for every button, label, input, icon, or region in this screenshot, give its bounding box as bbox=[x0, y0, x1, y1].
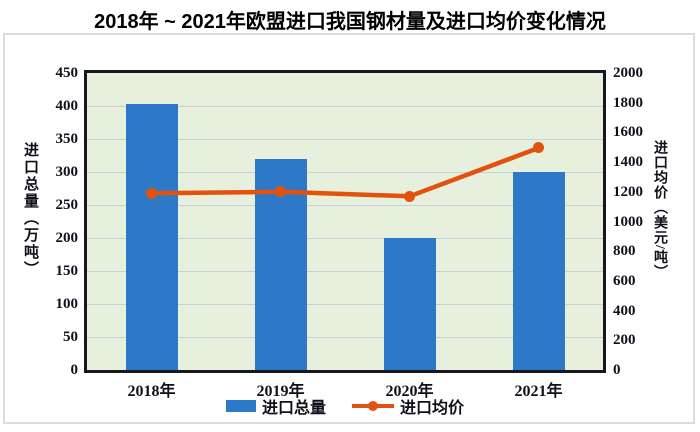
bar-2018年 bbox=[125, 104, 178, 370]
line-dot-icon bbox=[352, 400, 394, 412]
y-tick-left-300: 300 bbox=[55, 164, 79, 180]
legend-label-line: 进口均价 bbox=[400, 400, 465, 417]
gridline-150 bbox=[87, 271, 603, 272]
y-tick-right-0: 0 bbox=[613, 362, 621, 378]
x-tick-2018年: 2018年 bbox=[127, 383, 176, 400]
y-tick-left-50: 50 bbox=[63, 329, 78, 345]
y-tick-right-1800: 1800 bbox=[613, 94, 643, 111]
y-tick-right-600: 600 bbox=[613, 272, 636, 289]
y-tick-left-250: 250 bbox=[55, 197, 79, 213]
y-tick-right-800: 800 bbox=[613, 243, 636, 260]
y-tick-right-400: 400 bbox=[613, 302, 636, 319]
y-tick-left-200: 200 bbox=[55, 230, 79, 246]
bar-swatch-icon bbox=[225, 400, 256, 412]
y-tick-left-100: 100 bbox=[55, 296, 79, 312]
legend-item-line: 进口均价 bbox=[352, 394, 464, 418]
gridline-100 bbox=[87, 304, 603, 305]
bar-2020年 bbox=[383, 238, 436, 370]
y-tick-left-150: 150 bbox=[55, 263, 79, 279]
y-tick-left-450: 450 bbox=[55, 65, 79, 81]
line-point-2019年 bbox=[275, 186, 286, 198]
y-tick-left-0: 0 bbox=[70, 362, 79, 378]
x-tick-2020年: 2020年 bbox=[385, 383, 434, 400]
gridline-200 bbox=[87, 238, 603, 239]
gridline-350 bbox=[87, 139, 603, 140]
legend: 进口总量 进口均价 bbox=[87, 394, 603, 418]
legend-item-bar: 进口总量 bbox=[225, 394, 326, 418]
chart-title: 2018年 ~ 2021年欧盟进口我国钢材量及进口均价变化情况 bbox=[94, 11, 606, 33]
gridline-400 bbox=[87, 106, 603, 107]
legend-label-bar: 进口总量 bbox=[261, 400, 326, 417]
bar-2021年 bbox=[512, 172, 565, 370]
line-point-icon bbox=[368, 401, 378, 411]
y-tick-left-350: 350 bbox=[55, 131, 79, 147]
y-tick-right-2000: 2000 bbox=[613, 65, 643, 81]
x-tick-2021年: 2021年 bbox=[514, 383, 563, 400]
y-tick-right-1400: 1400 bbox=[613, 154, 643, 171]
x-axis-labels: 2018年 2019年 2020年 2021年 bbox=[87, 377, 603, 401]
right-axis-title: 进口均价（美元/吨） bbox=[652, 140, 667, 280]
line-point-2020年 bbox=[404, 190, 415, 202]
gridline-50 bbox=[87, 337, 603, 338]
left-axis-title: 进口总量（万吨） bbox=[22, 142, 38, 278]
y-tick-left-400: 400 bbox=[55, 98, 79, 114]
y-tick-right-1600: 1600 bbox=[613, 124, 643, 141]
y-tick-right-200: 200 bbox=[613, 332, 636, 349]
line-point-2021年 bbox=[533, 142, 544, 154]
gridline-250 bbox=[87, 205, 603, 206]
line-point-2018年 bbox=[146, 187, 157, 199]
y-tick-right-1000: 1000 bbox=[613, 213, 643, 230]
plot-area bbox=[84, 70, 606, 373]
x-tick-2019年: 2019年 bbox=[256, 383, 305, 400]
y-tick-right-1200: 1200 bbox=[613, 183, 643, 200]
